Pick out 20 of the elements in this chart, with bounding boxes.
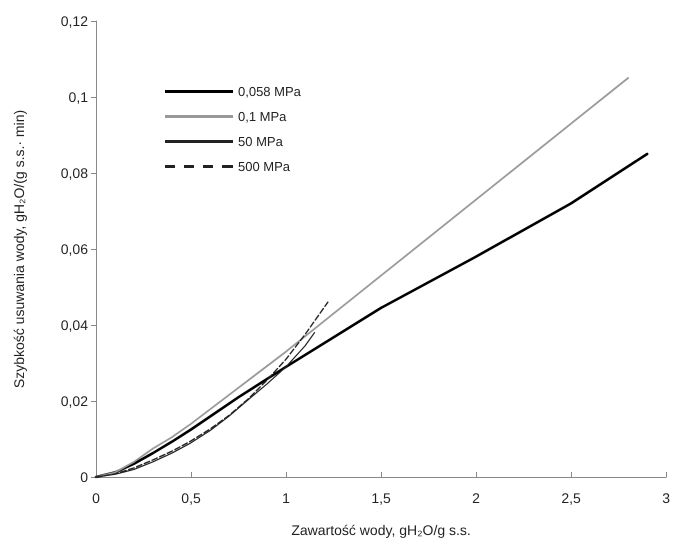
legend-label: 500 MPa — [238, 159, 291, 174]
x-axis-title: Zawartość wody, gH₂O/g s.s. — [291, 522, 471, 538]
y-tick-label: 0,08 — [60, 165, 88, 181]
x-tick-label: 0 — [92, 490, 100, 506]
y-tick-label: 0,04 — [60, 317, 88, 333]
y-tick-label: 0,06 — [60, 241, 88, 257]
legend-label: 50 MPa — [238, 134, 284, 149]
x-tick-label: 0,5 — [181, 490, 201, 506]
y-tick-label: 0,1 — [68, 89, 88, 105]
y-tick-label: 0,12 — [60, 13, 88, 29]
legend-label: 0,058 MPa — [238, 84, 302, 99]
y-axis-title: Szybkość usuwania wody, gH₂O/(g s.s.· min) — [11, 110, 27, 388]
legend-label: 0,1 MPa — [238, 109, 288, 124]
x-tick-label: 1,5 — [371, 490, 391, 506]
x-tick-label: 3 — [662, 490, 670, 506]
y-tick-label: 0 — [80, 469, 88, 485]
x-tick-label: 2 — [472, 490, 480, 506]
x-tick-label: 1 — [282, 490, 290, 506]
x-tick-label: 2,5 — [561, 490, 582, 506]
y-tick-label: 0,02 — [60, 393, 88, 409]
